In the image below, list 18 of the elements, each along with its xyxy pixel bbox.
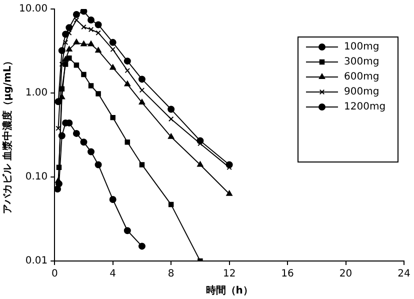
y-axis-title: アバカビル 血漿中濃度（μg/mL） [2,56,14,214]
x-tick-label: 24 [398,268,410,280]
x-tick-label: 0 [51,268,58,280]
x-tick-label: 16 [281,268,294,280]
x-axis-title: 時間（h） [206,284,253,297]
legend-label: 300mg [344,56,380,68]
legend-label: 600mg [344,72,380,83]
y-tick-label: 1.00 [25,88,48,99]
y-tick-label: 0.01 [25,256,48,267]
legend-label: 100mg [344,42,380,53]
x-tick-label: 12 [222,268,236,280]
legend-label: 1200mg [344,102,386,113]
x-tick-label: 4 [110,268,116,280]
y-tick-label: 0.10 [25,172,48,183]
x-tick-label: 8 [168,268,174,280]
y-tick-label: 10.00 [18,4,48,15]
legend-label: 900mg [344,86,380,98]
x-tick-label: 20 [339,268,352,280]
